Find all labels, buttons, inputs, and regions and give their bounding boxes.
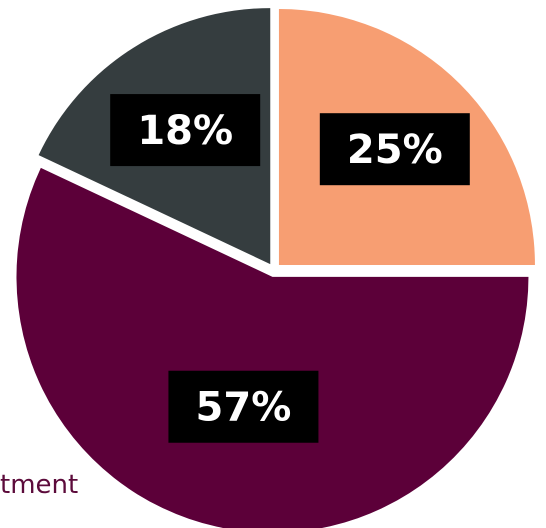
- data-label-57: 57%: [168, 370, 319, 443]
- data-label-text: 18%: [137, 108, 233, 154]
- pie-slices: [16, 8, 535, 528]
- data-label-25: 25%: [319, 113, 470, 186]
- data-label-text: 57%: [196, 385, 292, 431]
- data-label-box: [168, 370, 319, 443]
- data-label-box: [110, 94, 261, 167]
- data-label-box: [319, 113, 470, 186]
- pie-labels: 25% 57% 18%: [110, 94, 470, 443]
- data-label-18: 18%: [110, 94, 261, 167]
- pie-slice-57: [16, 167, 529, 528]
- legend-label-fragment: tment: [0, 470, 79, 500]
- data-label-text: 25%: [347, 127, 443, 173]
